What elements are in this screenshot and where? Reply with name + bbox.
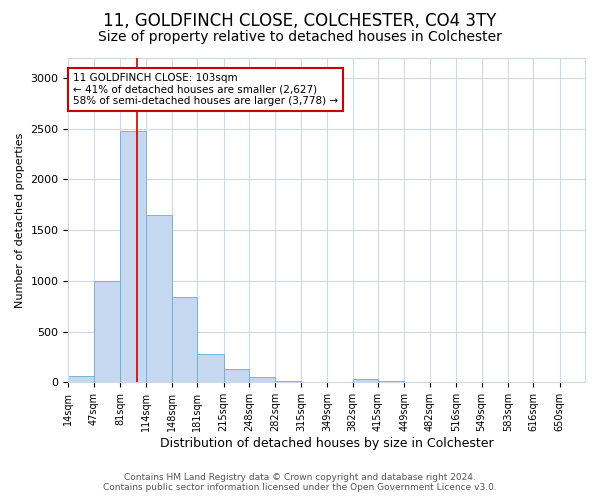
Text: Contains HM Land Registry data © Crown copyright and database right 2024.
Contai: Contains HM Land Registry data © Crown c… <box>103 473 497 492</box>
Y-axis label: Number of detached properties: Number of detached properties <box>15 132 25 308</box>
X-axis label: Distribution of detached houses by size in Colchester: Distribution of detached houses by size … <box>160 437 494 450</box>
Bar <box>353 379 378 382</box>
Text: 11 GOLDFINCH CLOSE: 103sqm
← 41% of detached houses are smaller (2,627)
58% of s: 11 GOLDFINCH CLOSE: 103sqm ← 41% of deta… <box>73 72 338 106</box>
Bar <box>197 354 224 382</box>
Bar <box>68 376 94 382</box>
Text: 11, GOLDFINCH CLOSE, COLCHESTER, CO4 3TY: 11, GOLDFINCH CLOSE, COLCHESTER, CO4 3TY <box>103 12 497 30</box>
Bar <box>249 378 275 382</box>
Bar <box>94 281 120 382</box>
Bar <box>120 131 146 382</box>
Bar <box>146 215 172 382</box>
Text: Size of property relative to detached houses in Colchester: Size of property relative to detached ho… <box>98 30 502 44</box>
Bar <box>224 369 249 382</box>
Bar <box>378 381 404 382</box>
Bar <box>275 381 301 382</box>
Bar <box>172 297 197 382</box>
